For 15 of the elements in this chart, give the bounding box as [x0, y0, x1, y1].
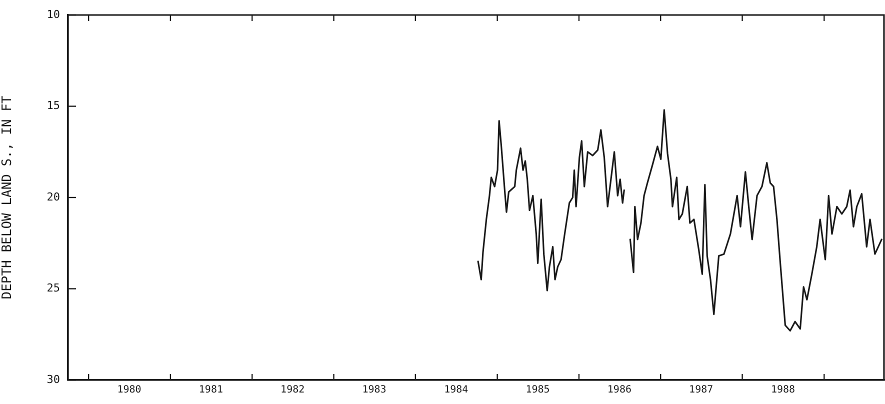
x-tick-label: 1980: [117, 384, 142, 396]
x-tick-label: 1988: [770, 384, 796, 396]
x-tick-label: 1986: [607, 384, 632, 396]
y-tick-label: 30: [46, 372, 60, 386]
y-tick-label: 10: [46, 8, 60, 21]
x-tick-label: 1982: [280, 384, 305, 396]
x-tick-label: 1987: [689, 384, 714, 396]
x-tick-label: 1983: [362, 384, 386, 396]
y-tick-label: 20: [46, 190, 60, 204]
x-tick-label: 1984: [444, 384, 468, 396]
y-tick-label: 15: [46, 99, 60, 112]
x-tick-label: 1981: [198, 384, 223, 396]
y-axis-title: DEPTH BELOW LAND S., IN FT: [0, 96, 16, 300]
x-tick-label: 1985: [526, 384, 550, 396]
y-tick-label: 25: [46, 282, 60, 295]
